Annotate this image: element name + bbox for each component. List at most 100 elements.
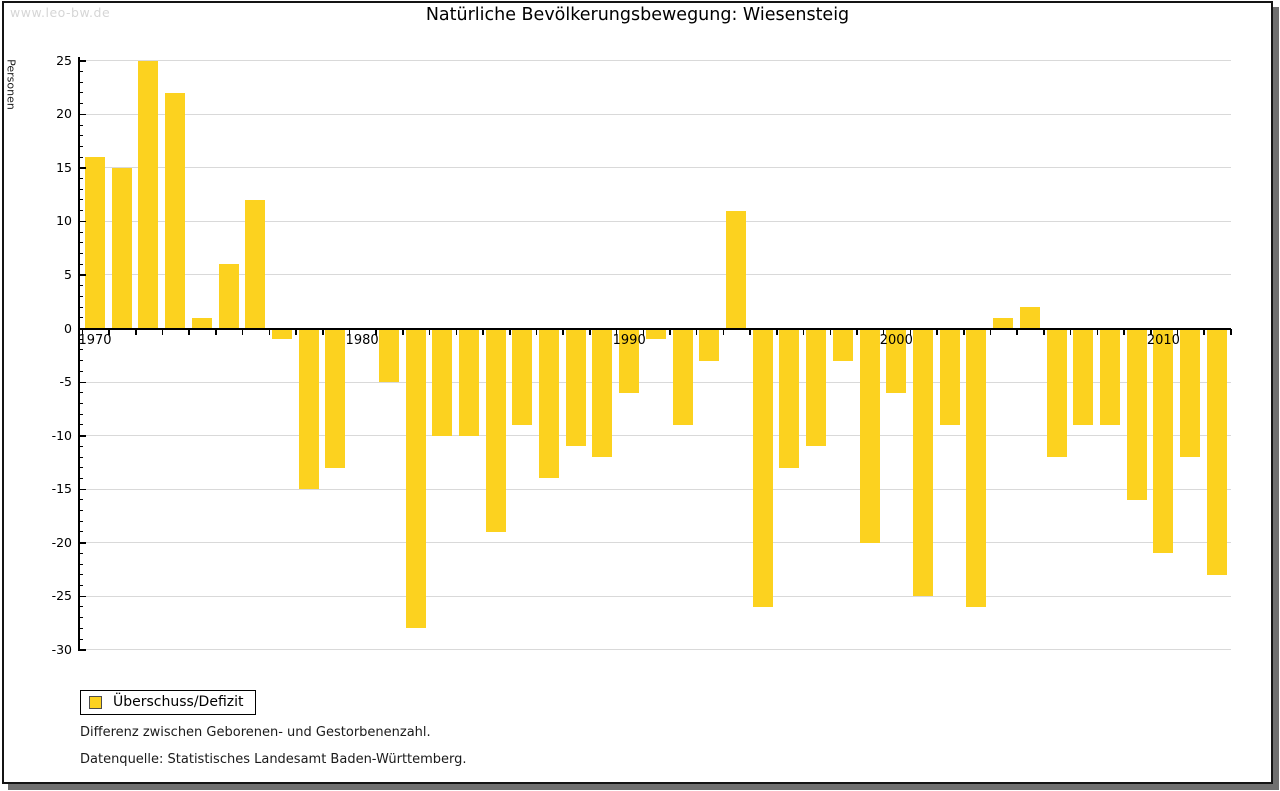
y-tick-label: 25 — [56, 52, 72, 68]
y-minor-tick — [79, 188, 83, 190]
bar-1974 — [191, 317, 212, 329]
y-minor-tick — [79, 231, 83, 233]
y-minor-tick — [79, 317, 83, 319]
y-major-tick — [79, 113, 86, 116]
gridline — [79, 649, 1231, 651]
gridline — [79, 60, 1231, 62]
x-tick — [963, 328, 965, 335]
x-tick — [722, 328, 725, 335]
y-minor-tick — [79, 285, 83, 287]
x-tick — [615, 328, 618, 335]
gridline — [79, 220, 1231, 222]
watermark: www.leo-bw.de — [8, 3, 115, 22]
bar-2002 — [939, 328, 960, 425]
y-minor-tick — [79, 263, 83, 265]
y-minor-tick — [79, 563, 83, 565]
legend: Überschuss/Defizit — [80, 690, 257, 715]
x-tick — [909, 328, 912, 335]
x-tick — [1230, 328, 1232, 335]
gridline — [79, 595, 1231, 597]
bar-2010 — [1153, 328, 1174, 554]
y-major-tick — [79, 542, 86, 544]
y-minor-tick — [79, 445, 83, 447]
bar-1977 — [271, 328, 292, 340]
x-tick — [1176, 328, 1179, 335]
y-minor-tick — [79, 627, 83, 629]
x-tick — [188, 328, 190, 335]
y-tick-label: -10 — [51, 427, 72, 443]
gridline — [79, 274, 1231, 276]
bar-1983 — [432, 328, 453, 436]
y-tick-label: 15 — [56, 159, 72, 175]
y-tick-label: -20 — [51, 534, 72, 550]
y-minor-tick — [79, 499, 83, 501]
x-tick — [1123, 328, 1125, 335]
y-minor-tick — [79, 92, 83, 94]
x-tick — [482, 328, 484, 335]
y-minor-tick — [79, 552, 83, 554]
y-tick-label: -15 — [51, 481, 72, 497]
x-tick — [241, 328, 244, 335]
bar-2011 — [1180, 328, 1201, 458]
bar-1973 — [165, 92, 186, 329]
x-tick — [268, 328, 271, 335]
y-major-tick — [79, 595, 86, 598]
x-tick — [81, 328, 84, 335]
y-minor-tick — [79, 156, 83, 158]
page-title: Natürliche Bevölkerungsbewegung: Wiesens… — [425, 5, 850, 25]
bar-1994 — [726, 210, 747, 329]
x-tick — [402, 328, 404, 335]
y-minor-tick — [79, 295, 83, 297]
y-major-tick — [79, 60, 86, 62]
footnote-definition: Differenz zwischen Geborenen- und Gestor… — [80, 725, 431, 740]
x-tick — [322, 328, 324, 335]
bar-1995 — [752, 328, 773, 607]
legend-label: Überschuss/Defizit — [113, 694, 244, 710]
y-major-tick — [79, 381, 86, 384]
x-year-label-1990: 1990 — [612, 332, 646, 348]
x-axis-line — [78, 327, 1231, 330]
y-minor-tick — [79, 199, 83, 201]
x-tick — [509, 328, 511, 335]
y-major-tick — [79, 220, 86, 223]
bar-1988 — [565, 328, 586, 447]
bar-2007 — [1073, 328, 1094, 425]
bar-1979 — [325, 328, 346, 468]
x-tick — [215, 328, 217, 335]
bar-1989 — [592, 328, 613, 458]
gridline — [79, 381, 1231, 383]
x-tick — [1016, 328, 1018, 335]
y-minor-tick — [79, 585, 83, 587]
bar-1998 — [832, 328, 853, 361]
y-minor-tick — [79, 510, 83, 512]
bar-1999 — [859, 328, 880, 543]
bar-1993 — [699, 328, 720, 361]
x-tick — [562, 328, 564, 335]
y-minor-tick — [79, 81, 83, 83]
y-major-tick — [79, 167, 86, 169]
bar-1987 — [539, 328, 560, 479]
y-major-tick — [79, 435, 86, 437]
x-year-label-1970: 1970 — [78, 332, 112, 348]
x-tick — [642, 328, 645, 335]
x-tick — [1150, 328, 1152, 335]
bar-1972 — [138, 60, 159, 329]
bar-1990 — [619, 328, 640, 393]
x-tick — [856, 328, 858, 335]
y-minor-tick — [79, 145, 83, 147]
plot-area: 25 20 15 10 5 0 -5 -10 -15 -20 -25 -30 1970 1980 1990 2… — [4, 3, 1271, 782]
y-tick-label: -30 — [51, 641, 72, 657]
y-minor-tick — [79, 638, 83, 640]
x-year-label-2010: 2010 — [1146, 332, 1180, 348]
y-minor-tick — [79, 606, 83, 608]
gridline — [79, 113, 1231, 115]
x-tick — [375, 328, 377, 335]
x-year-label-2000: 2000 — [879, 332, 913, 348]
y-minor-tick — [79, 413, 83, 415]
x-tick — [882, 328, 885, 335]
bar-1997 — [806, 328, 827, 447]
bar-1976 — [245, 199, 266, 329]
bar-2006 — [1046, 328, 1067, 458]
bar-1985 — [485, 328, 506, 532]
y-tick-label: -5 — [59, 374, 72, 390]
